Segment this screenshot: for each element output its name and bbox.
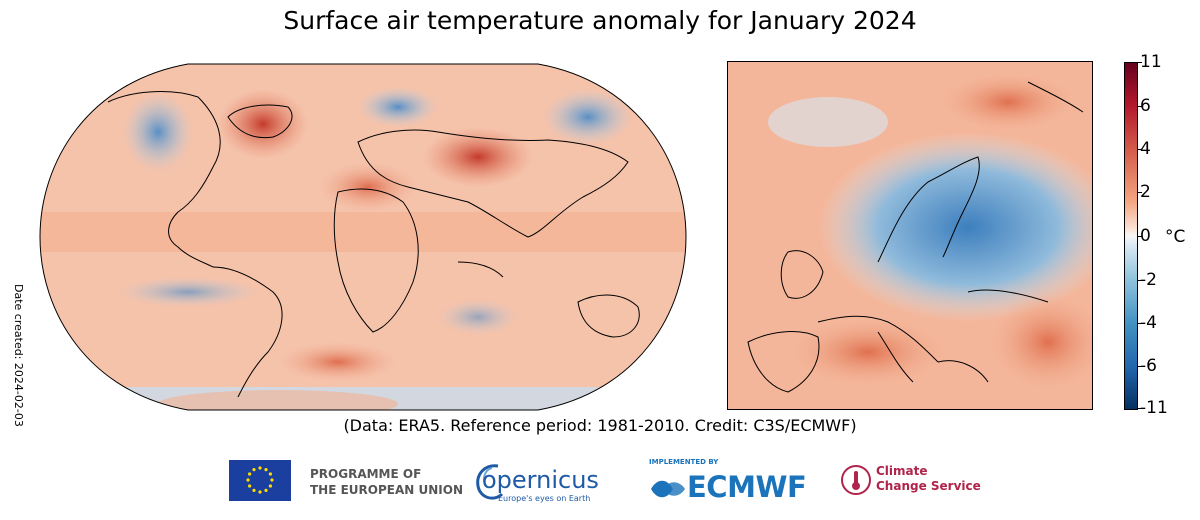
ecmwf-name: ECMWF [687, 470, 807, 504]
map-title: Surface air temperature anomaly for Janu… [283, 6, 917, 35]
colorbar-tick-label: 2 [1137, 182, 1151, 202]
ecmwf-implemented-by: IMPLEMENTED BY [649, 458, 719, 466]
colorbar-tick-label: 11 [1137, 52, 1162, 72]
copernicus-name: opernicus [482, 466, 599, 494]
copernicus-logo: opernicus Europe's eyes on Earth [470, 456, 600, 506]
data-credit: (Data: ERA5. Reference period: 1981-2010… [343, 416, 857, 435]
colorbar-tick-label: -4 [1137, 313, 1157, 333]
world-anomaly-map [39, 63, 687, 411]
eu-flag-icon [229, 460, 291, 501]
climate-change-service-logo: Climate Change Service [840, 458, 1000, 506]
copernicus-tagline: Europe's eyes on Earth [498, 494, 591, 503]
colorbar [1124, 62, 1138, 410]
colorbar-tick-label: 6 [1137, 96, 1151, 116]
ccs-text-line: Climate [876, 464, 928, 478]
ccs-text: Climate Change Service [876, 464, 981, 494]
copernicus-swirl-icon [476, 464, 504, 500]
thermometer-icon [841, 465, 871, 495]
eu-text-line: PROGRAMME OF [310, 467, 422, 481]
europe-inset-map [727, 61, 1093, 410]
eu-text-line: THE EUROPEAN UNION [310, 483, 463, 497]
colorbar-tick-label: -6 [1137, 356, 1157, 376]
ecmwf-wave-icon [651, 480, 685, 498]
colorbar-unit: °C [1165, 227, 1186, 247]
colorbar-tick-label: 0 [1137, 226, 1151, 246]
eu-programme-text: PROGRAMME OF THE EUROPEAN UNION [310, 466, 463, 498]
colorbar-tick-label: -2 [1137, 270, 1157, 290]
logo-strip: PROGRAMME OF THE EUROPEAN UNION opernicu… [0, 452, 1200, 512]
ccs-text-line: Change Service [876, 479, 981, 493]
colorbar-tick-label: -11 [1137, 398, 1168, 418]
ecmwf-logo: IMPLEMENTED BY ECMWF [645, 456, 815, 506]
colorbar-tick-label: 4 [1137, 139, 1151, 159]
